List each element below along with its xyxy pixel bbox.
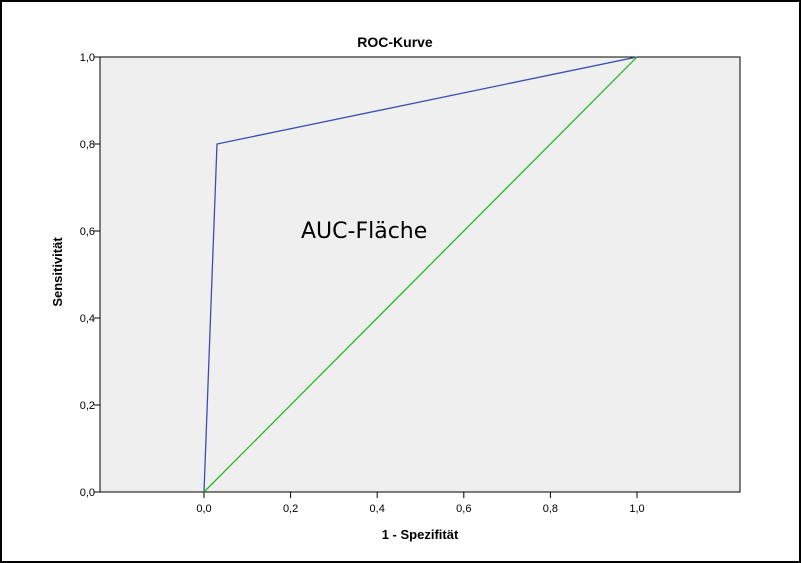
x-tick-label: 1,0	[629, 503, 644, 515]
x-axis-label: 1 - Spezifität	[382, 527, 459, 542]
roc-curve-line	[203, 56, 638, 493]
axis-ticks: 0,0 0,2 0,4 0,6 0,8 1,0 0,0 0,2 0,4 0,6 0,8 1,0	[80, 52, 645, 515]
chart-title: ROC-Kurve	[357, 34, 433, 50]
x-tick-label: 0,6	[456, 503, 471, 515]
y-axis-label: Sensitivität	[50, 237, 65, 307]
x-tick-label: 0,8	[543, 503, 558, 515]
x-tick-label: 0,4	[370, 503, 385, 515]
y-tick-label: 0,2	[80, 400, 95, 412]
y-tick-label: 0,4	[80, 313, 95, 325]
y-tick-label: 0,8	[80, 139, 95, 151]
auc-annotation: AUC-Fläche	[301, 219, 427, 244]
y-tick-label: 0,0	[80, 487, 95, 499]
y-tick-label: 0,6	[80, 226, 95, 238]
x-tick-label: 0,2	[283, 503, 298, 515]
series-group	[203, 56, 638, 493]
reference-diagonal-line	[203, 56, 638, 493]
y-tick-label: 1,0	[80, 52, 95, 64]
x-tick-label: 0,0	[196, 503, 211, 515]
